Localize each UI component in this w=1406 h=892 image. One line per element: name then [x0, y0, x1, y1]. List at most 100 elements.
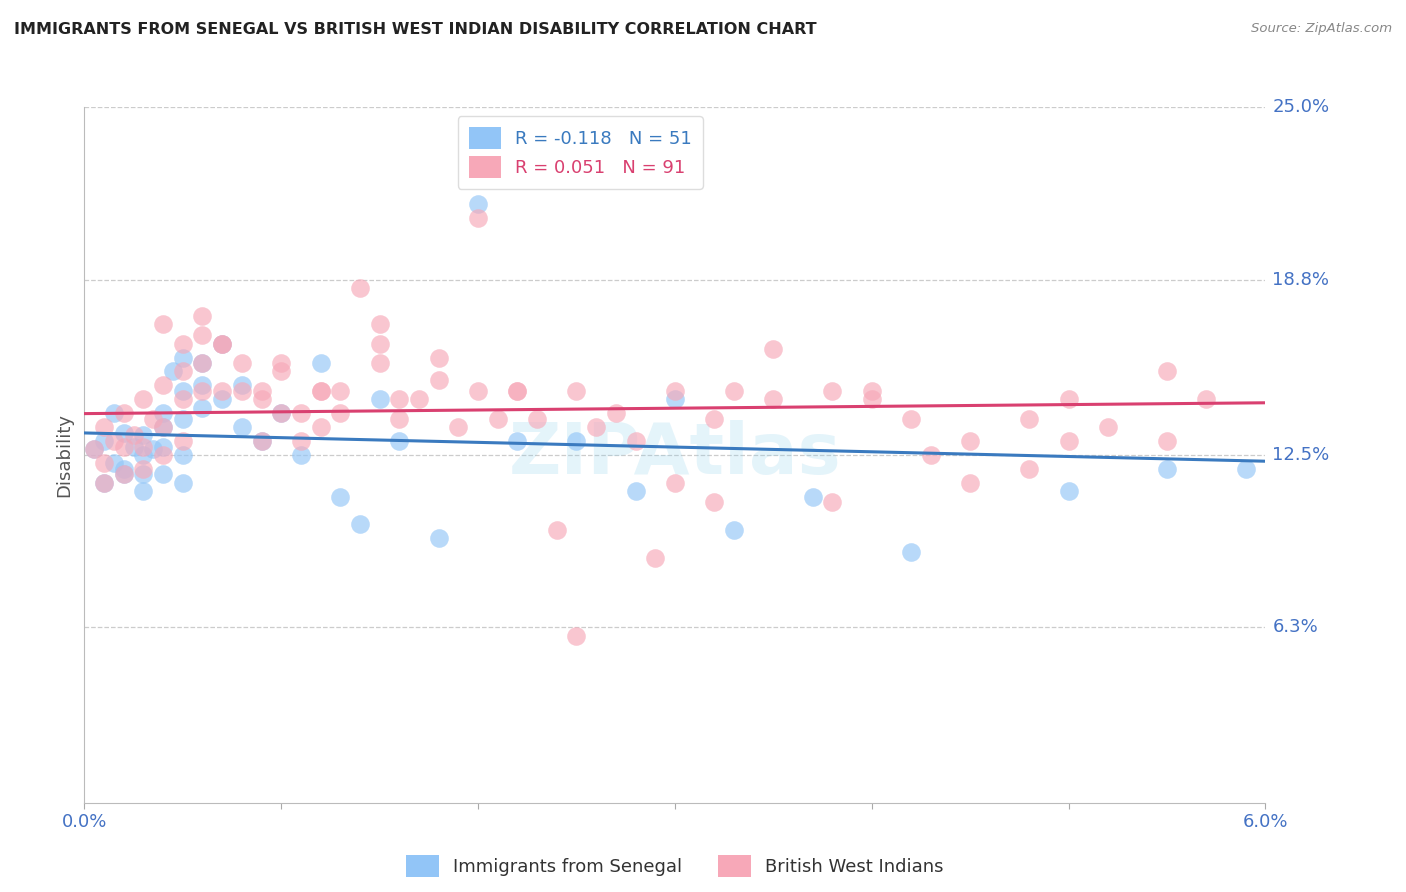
Point	[959, 434, 981, 448]
Point	[122, 428, 145, 442]
Point	[132, 484, 155, 499]
Point	[132, 392, 155, 407]
Point	[152, 467, 174, 482]
Legend: Immigrants from Senegal, British West Indians: Immigrants from Senegal, British West In…	[399, 847, 950, 884]
Point	[152, 317, 174, 331]
Point	[309, 420, 332, 434]
Point	[1057, 392, 1080, 407]
Point	[1156, 434, 1178, 448]
Point	[1195, 392, 1218, 407]
Point	[368, 317, 391, 331]
Point	[959, 475, 981, 490]
Point	[565, 629, 588, 643]
Point	[329, 490, 352, 504]
Point	[112, 467, 135, 482]
Point	[762, 392, 785, 407]
Point	[565, 384, 588, 398]
Point	[132, 428, 155, 442]
Point	[427, 373, 450, 387]
Point	[93, 434, 115, 448]
Point	[467, 384, 489, 398]
Point	[467, 211, 489, 226]
Point	[368, 336, 391, 351]
Point	[231, 356, 253, 370]
Point	[349, 517, 371, 532]
Point	[112, 462, 135, 476]
Point	[664, 384, 686, 398]
Point	[723, 384, 745, 398]
Point	[103, 434, 125, 448]
Point	[664, 392, 686, 407]
Point	[447, 420, 470, 434]
Point	[93, 475, 115, 490]
Point	[152, 406, 174, 420]
Point	[388, 392, 411, 407]
Text: ZIPAtlas: ZIPAtlas	[509, 420, 841, 490]
Point	[624, 434, 647, 448]
Point	[526, 411, 548, 425]
Text: 6.3%: 6.3%	[1272, 618, 1319, 637]
Point	[546, 523, 568, 537]
Point	[83, 442, 105, 457]
Point	[162, 364, 184, 378]
Point	[644, 550, 666, 565]
Point	[1018, 411, 1040, 425]
Point	[112, 425, 135, 440]
Point	[368, 392, 391, 407]
Point	[132, 467, 155, 482]
Point	[408, 392, 430, 407]
Point	[172, 434, 194, 448]
Point	[762, 342, 785, 356]
Point	[152, 378, 174, 392]
Point	[250, 434, 273, 448]
Point	[427, 532, 450, 546]
Point	[172, 448, 194, 462]
Point	[1156, 364, 1178, 378]
Point	[211, 336, 233, 351]
Point	[112, 467, 135, 482]
Point	[1156, 462, 1178, 476]
Point	[309, 384, 332, 398]
Point	[703, 495, 725, 509]
Point	[270, 356, 292, 370]
Point	[309, 356, 332, 370]
Point	[900, 545, 922, 559]
Point	[132, 440, 155, 454]
Point	[132, 462, 155, 476]
Point	[368, 356, 391, 370]
Point	[1234, 462, 1257, 476]
Text: Source: ZipAtlas.com: Source: ZipAtlas.com	[1251, 22, 1392, 36]
Point	[191, 378, 214, 392]
Point	[191, 401, 214, 415]
Point	[103, 456, 125, 470]
Point	[172, 364, 194, 378]
Point	[172, 392, 194, 407]
Point	[388, 411, 411, 425]
Point	[191, 309, 214, 323]
Point	[920, 448, 942, 462]
Point	[103, 406, 125, 420]
Point	[152, 448, 174, 462]
Point	[122, 440, 145, 454]
Point	[1018, 462, 1040, 476]
Point	[152, 440, 174, 454]
Point	[142, 442, 165, 457]
Point	[290, 448, 312, 462]
Point	[270, 364, 292, 378]
Point	[172, 384, 194, 398]
Point	[172, 475, 194, 490]
Point	[664, 475, 686, 490]
Point	[191, 384, 214, 398]
Point	[900, 411, 922, 425]
Point	[506, 434, 529, 448]
Point	[309, 384, 332, 398]
Point	[191, 328, 214, 343]
Point	[703, 411, 725, 425]
Y-axis label: Disability: Disability	[55, 413, 73, 497]
Text: 25.0%: 25.0%	[1272, 98, 1330, 116]
Point	[860, 384, 883, 398]
Point	[329, 384, 352, 398]
Point	[172, 351, 194, 365]
Point	[1097, 420, 1119, 434]
Point	[270, 406, 292, 420]
